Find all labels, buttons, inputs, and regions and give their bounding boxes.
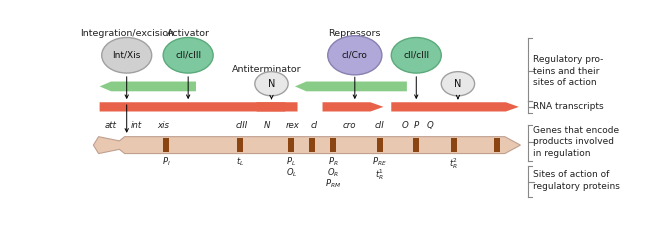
Bar [288, 138, 294, 152]
Text: cI/Cro: cI/Cro [342, 51, 368, 60]
Text: cIII: cIII [235, 121, 247, 130]
Ellipse shape [163, 37, 213, 73]
Bar [413, 138, 419, 152]
FancyArrow shape [99, 102, 298, 112]
Text: Repressors: Repressors [329, 30, 381, 39]
Text: O: O [401, 121, 408, 130]
Text: $O_L$: $O_L$ [286, 167, 297, 179]
Text: $O_R$: $O_R$ [327, 167, 339, 179]
Text: xis: xis [157, 121, 169, 130]
Text: RNA transcripts: RNA transcripts [533, 102, 603, 111]
Text: Antiterminator: Antiterminator [231, 65, 301, 74]
Text: cI: cI [310, 121, 318, 130]
Text: Activator: Activator [167, 30, 210, 39]
Text: $t_R^{1}$: $t_R^{1}$ [375, 167, 384, 182]
Text: att: att [105, 121, 117, 130]
FancyArrow shape [295, 82, 407, 91]
Ellipse shape [442, 72, 474, 96]
Text: N: N [454, 79, 462, 89]
Text: Integration/excision: Integration/excision [80, 30, 174, 39]
Bar [309, 138, 315, 152]
Text: N: N [268, 79, 275, 89]
Bar [237, 138, 243, 152]
Text: $P_I$: $P_I$ [162, 156, 171, 168]
Text: Sites of action of
regulatory proteins: Sites of action of regulatory proteins [533, 170, 620, 191]
Text: $P_R$: $P_R$ [328, 156, 338, 168]
Text: Regulatory pro-
teins and their
sites of action: Regulatory pro- teins and their sites of… [533, 55, 603, 87]
Bar [494, 138, 500, 152]
Polygon shape [93, 137, 520, 154]
Text: $t_L$: $t_L$ [236, 156, 245, 168]
FancyArrow shape [245, 102, 298, 112]
FancyArrow shape [323, 102, 384, 112]
Ellipse shape [101, 37, 152, 73]
Text: Int/Xis: Int/Xis [112, 51, 141, 60]
Text: Genes that encode
products involved
in regulation: Genes that encode products involved in r… [533, 126, 619, 158]
Text: cII/cIII: cII/cIII [403, 51, 429, 60]
Ellipse shape [255, 72, 288, 96]
Text: $P_{RE}$: $P_{RE}$ [372, 156, 387, 168]
Bar [451, 138, 457, 152]
Text: $P_{RM}$: $P_{RM}$ [325, 178, 341, 190]
FancyArrow shape [99, 82, 196, 91]
Text: cII: cII [375, 121, 384, 130]
Ellipse shape [328, 36, 382, 75]
Text: rex: rex [286, 121, 299, 130]
Text: Q: Q [427, 121, 433, 130]
Ellipse shape [391, 37, 442, 73]
Bar [377, 138, 383, 152]
Text: int: int [130, 121, 142, 130]
Text: $P_L$: $P_L$ [286, 156, 296, 168]
Bar [163, 138, 169, 152]
Bar [330, 138, 336, 152]
Text: P: P [414, 121, 419, 130]
Text: N: N [264, 121, 271, 130]
FancyArrow shape [391, 102, 519, 112]
Text: $t_R^{2}$: $t_R^{2}$ [449, 156, 458, 171]
Text: cII/cIII: cII/cIII [175, 51, 201, 60]
Text: cro: cro [343, 121, 356, 130]
